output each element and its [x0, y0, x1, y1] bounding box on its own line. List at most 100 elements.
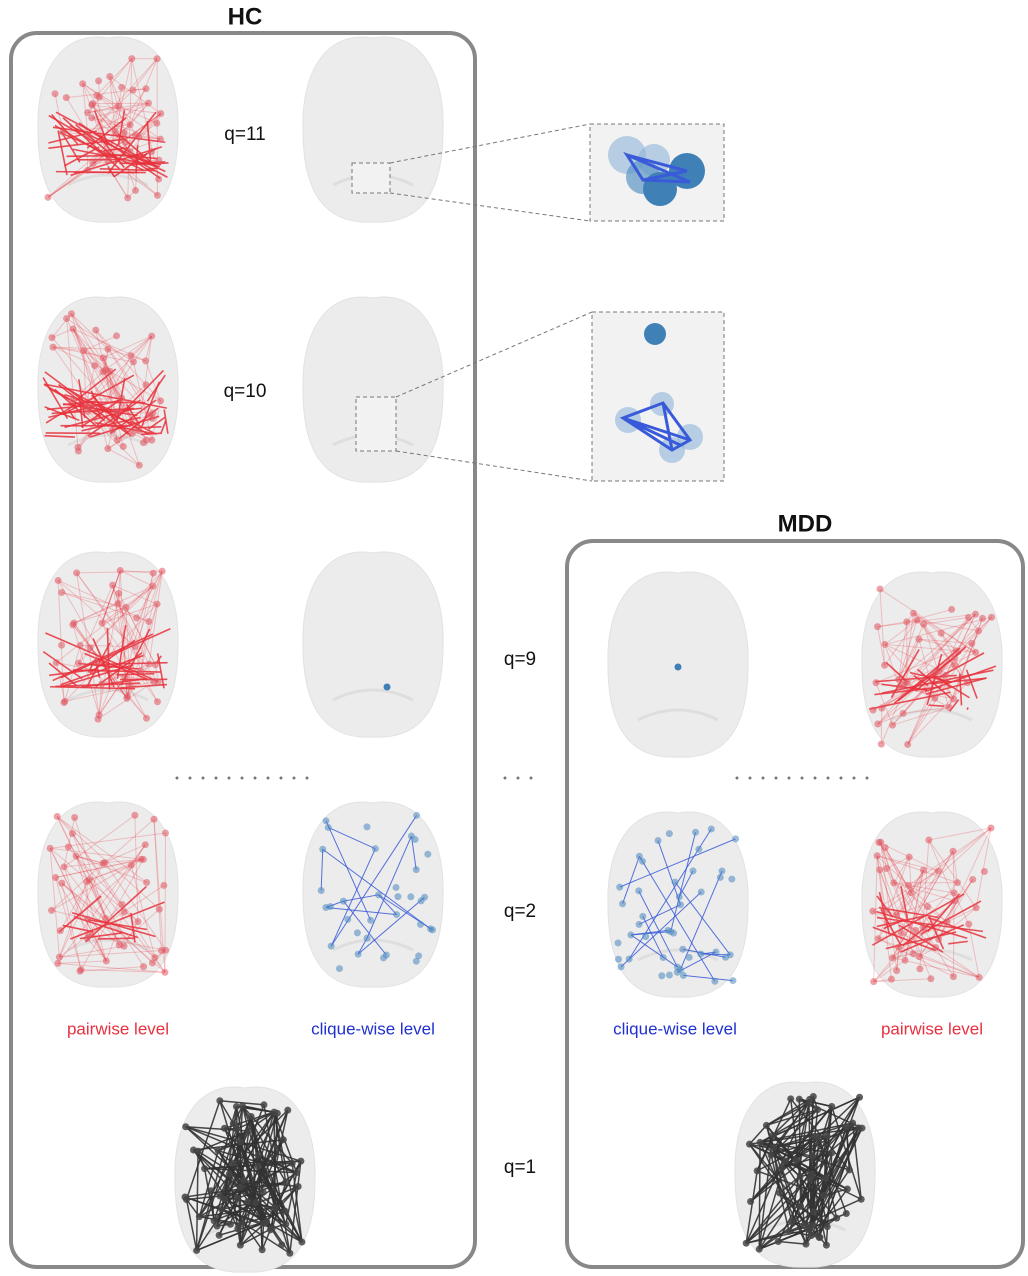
node [216, 1232, 223, 1239]
brain-outline [303, 552, 443, 737]
node [981, 868, 988, 875]
node [56, 954, 63, 961]
node [128, 55, 135, 62]
node [757, 1139, 764, 1146]
node [915, 636, 922, 643]
node [129, 87, 136, 94]
node [973, 904, 980, 911]
node [274, 1110, 281, 1117]
node [71, 814, 78, 821]
node [383, 952, 390, 959]
node [965, 921, 972, 928]
node [63, 94, 70, 101]
node [263, 1218, 270, 1225]
node [931, 695, 938, 702]
node [976, 974, 983, 981]
node [679, 946, 686, 953]
node [127, 148, 134, 155]
node [190, 1146, 197, 1153]
node [143, 715, 150, 722]
node [245, 1128, 252, 1135]
node [59, 129, 66, 136]
node [674, 964, 681, 971]
node [627, 931, 634, 938]
node [196, 1213, 203, 1220]
node [142, 841, 149, 848]
node [877, 585, 884, 592]
node [925, 836, 932, 843]
node [618, 963, 625, 970]
node [244, 1198, 251, 1205]
node [156, 906, 163, 913]
node [143, 879, 150, 886]
node [45, 194, 52, 201]
node [146, 661, 153, 668]
node [201, 1165, 208, 1172]
node [124, 693, 131, 700]
node [143, 85, 150, 92]
node [84, 109, 91, 116]
node [858, 1196, 865, 1203]
node [91, 362, 98, 369]
node [950, 848, 957, 855]
node [924, 903, 931, 910]
node [48, 907, 55, 914]
node [151, 816, 158, 823]
node [968, 640, 975, 647]
node [154, 192, 161, 199]
node [322, 904, 329, 911]
node [234, 1195, 241, 1202]
node [363, 823, 370, 830]
figure: HC MDD q=11 q=10 q=9 q=2 q=1 pairwise le… [0, 0, 1028, 1276]
node [874, 852, 881, 859]
node [676, 893, 683, 900]
node [810, 1208, 817, 1215]
node [412, 836, 419, 843]
node [870, 707, 877, 714]
node [295, 1183, 302, 1190]
brain-outline [303, 802, 443, 987]
node [858, 1125, 865, 1132]
node [148, 437, 155, 444]
node [100, 354, 107, 361]
node [881, 662, 888, 669]
node [160, 882, 167, 889]
brain [38, 37, 178, 222]
node [254, 1163, 261, 1170]
node [920, 867, 927, 874]
zoom-box [352, 163, 390, 193]
node [340, 898, 347, 905]
node [833, 1215, 840, 1222]
brain [862, 572, 1002, 757]
node [208, 1187, 215, 1194]
node [364, 935, 371, 942]
node [814, 1106, 821, 1113]
node [712, 948, 719, 955]
node [809, 1153, 816, 1160]
node [47, 845, 54, 852]
node [954, 879, 961, 886]
node [904, 741, 911, 748]
node [237, 1242, 244, 1249]
brain [303, 297, 443, 482]
node [920, 925, 927, 932]
brain-outline [303, 37, 443, 222]
node [775, 1238, 782, 1245]
node [768, 1152, 775, 1159]
node [58, 642, 65, 649]
node [122, 139, 129, 146]
q-label: q=1 [504, 1157, 536, 1178]
node [114, 600, 121, 607]
node [145, 618, 152, 625]
node [950, 695, 957, 702]
node [237, 1139, 244, 1146]
node [109, 427, 116, 434]
node [260, 1101, 267, 1108]
node [70, 325, 77, 332]
node [874, 721, 881, 728]
node [883, 865, 890, 872]
node [121, 129, 128, 136]
brain [38, 802, 178, 987]
node [54, 813, 61, 820]
node [670, 930, 677, 937]
